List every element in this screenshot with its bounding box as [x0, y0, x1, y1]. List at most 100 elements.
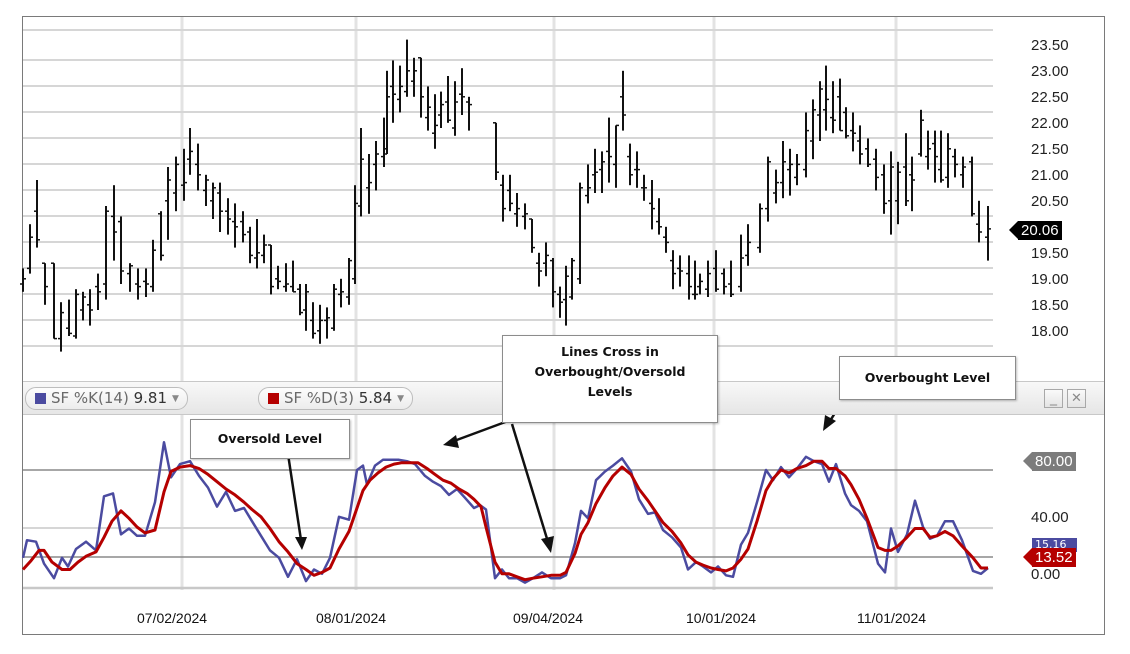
ohlc-bar [903, 133, 909, 206]
ohlc-bar [649, 180, 655, 230]
indicator-tick-0: 0.00 [1031, 566, 1061, 583]
ohlc-bar [254, 219, 260, 269]
ohlc-bar [87, 289, 93, 326]
ohlc-bar [210, 182, 216, 219]
ohlc-bar [290, 260, 296, 293]
annotation-arrows [286, 399, 845, 553]
chevron-down-icon[interactable]: ▼ [397, 394, 405, 404]
oversold-callout-text: Oversold Level [217, 431, 323, 446]
ohlc-bar [150, 239, 156, 292]
ohlc-bar [466, 96, 472, 131]
ohlc-bar [240, 211, 246, 243]
ohlc-bar [317, 304, 323, 344]
ohlc-bar [95, 273, 101, 310]
ohlc-bar [34, 180, 40, 248]
callout-line-1: Lines Cross in [561, 344, 659, 359]
ohlc-bar [641, 174, 647, 201]
ohlc-bar [127, 263, 133, 292]
ohlc-bar [514, 193, 520, 227]
k-value: 9.81 [133, 389, 167, 407]
ohlc-bar [135, 268, 141, 300]
ohlc-bar [543, 242, 549, 277]
ohlc-bar [268, 244, 274, 295]
ohlc-bar [677, 255, 683, 287]
ohlc-bar [817, 81, 823, 141]
price-tick: 23.50 [1031, 37, 1069, 54]
k-label: SF %K(14) [51, 389, 129, 407]
date-tick: 11/01/2024 [857, 610, 927, 626]
ohlc-bar [338, 278, 344, 308]
ohlc-bar [606, 117, 612, 183]
legend-pill-d[interactable]: SF %D(3) 5.84 ▼ [258, 387, 414, 410]
ohlc-bar [103, 206, 109, 300]
ohlc-bar [938, 130, 944, 183]
ohlc-bar [932, 130, 938, 183]
ohlc-bar [569, 258, 575, 300]
d-color-swatch [268, 393, 279, 404]
chevron-down-icon[interactable]: ▼ [172, 394, 179, 404]
indicator-tick-40: 40.00 [1031, 509, 1069, 526]
price-tick: 21.00 [1031, 167, 1069, 184]
ohlc-bar [158, 211, 164, 261]
d-label: SF %D(3) [284, 389, 354, 407]
overbought-level-tag: 80.00 [1023, 452, 1076, 471]
ohlc-bar [728, 260, 734, 297]
d-value: 5.84 [358, 389, 393, 407]
ohlc-bar [850, 112, 856, 152]
ohlc-bar [873, 148, 879, 191]
oversold-arrow-head [295, 537, 307, 550]
ohlc-bar [952, 148, 958, 178]
price-tick: 21.50 [1031, 141, 1069, 158]
ohlc-bar [42, 262, 48, 305]
ohlc-bar [366, 154, 372, 214]
ohlc-bar [909, 156, 915, 212]
ohlc-bar [592, 148, 598, 193]
ohlc-bar [500, 174, 506, 222]
ohlc-bar [773, 169, 779, 204]
ohlc-bar [705, 260, 711, 297]
stochastic-lines [21, 440, 989, 584]
ohlc-bar [627, 143, 633, 186]
ohlc-bar [960, 156, 966, 188]
ohlc-bar [331, 284, 337, 331]
last-price-tag: 20.06 [1009, 221, 1062, 240]
d-line [21, 459, 988, 582]
overbought-arrow-head [823, 415, 836, 431]
ohlc-bar [976, 200, 982, 243]
minimize-panel-button[interactable]: _ [1044, 389, 1063, 408]
ohlc-bar [195, 143, 201, 191]
ohlc-bar [66, 299, 72, 336]
ohlc-bar [843, 107, 849, 139]
vertical-gridlines [180, 17, 898, 590]
lines-cross-callout: Lines Cross in Overbought/Oversold Level… [502, 335, 718, 423]
ohlc-bar [697, 273, 703, 295]
ohlc-bar [663, 226, 669, 253]
price-tick: 19.50 [1031, 245, 1069, 262]
ohlc-bar [918, 109, 924, 157]
ohlc-bar [563, 265, 569, 326]
price-tick: 22.50 [1031, 89, 1069, 106]
minimize-icon: _ [1050, 390, 1057, 406]
ohlc-bar [738, 234, 744, 292]
ohlc-bar [324, 307, 330, 339]
ohlc-bar [143, 268, 149, 297]
close-panel-button[interactable]: ✕ [1067, 389, 1086, 408]
cross-arrow1-head [443, 435, 459, 448]
date-tick: 08/01/2024 [316, 610, 387, 626]
ohlc-bar [529, 218, 535, 253]
ohlc-bar [404, 39, 410, 97]
ohlc-bar [945, 133, 951, 188]
legend-pill-k[interactable]: SF %K(14) 9.81 ▼ [25, 387, 188, 410]
overbought-callout: Overbought Level [839, 356, 1016, 400]
ohlc-bar [888, 151, 894, 235]
price-tick: 20.50 [1031, 193, 1069, 210]
ohlc-bar [803, 112, 809, 178]
oversold-arrow-line [286, 453, 303, 541]
ohlc-bar [390, 60, 396, 123]
ohlc-bar [27, 224, 33, 274]
ohlc-bar [303, 284, 309, 331]
ohlc-bar [522, 203, 528, 230]
ohlc-bar [721, 268, 727, 295]
ohlc-bar [536, 252, 542, 287]
